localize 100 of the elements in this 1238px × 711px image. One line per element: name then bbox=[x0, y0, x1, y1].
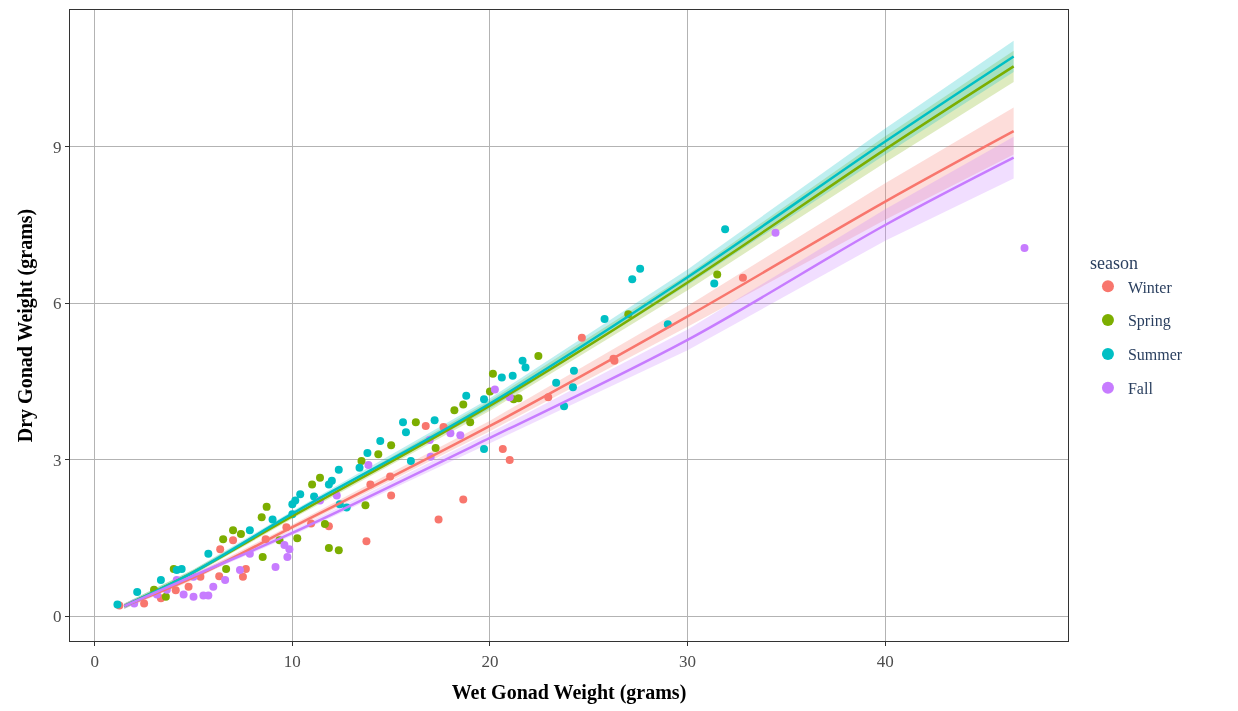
point bbox=[235, 566, 244, 575]
point bbox=[221, 575, 230, 584]
point bbox=[518, 356, 527, 365]
point bbox=[216, 545, 225, 554]
point bbox=[262, 502, 271, 511]
point bbox=[374, 450, 383, 459]
point bbox=[268, 515, 277, 524]
point bbox=[1020, 244, 1029, 252]
y-tick-label: 6 bbox=[53, 294, 62, 314]
y-tick-label: 0 bbox=[53, 607, 62, 627]
point bbox=[355, 463, 364, 472]
x-tick-label: 10 bbox=[283, 651, 301, 671]
point bbox=[229, 536, 238, 545]
point bbox=[600, 314, 609, 323]
point bbox=[245, 526, 254, 535]
point bbox=[324, 544, 333, 553]
point bbox=[421, 421, 430, 430]
point bbox=[357, 456, 366, 465]
point bbox=[229, 526, 238, 535]
point bbox=[140, 599, 149, 608]
point bbox=[219, 535, 228, 544]
point bbox=[480, 395, 489, 404]
point bbox=[401, 428, 410, 437]
point bbox=[189, 592, 198, 601]
point bbox=[280, 540, 289, 549]
point bbox=[459, 495, 468, 504]
point bbox=[514, 394, 523, 403]
point bbox=[308, 480, 317, 489]
point bbox=[133, 587, 142, 596]
point bbox=[257, 513, 266, 522]
y-tick-label: 3 bbox=[53, 450, 62, 470]
point bbox=[179, 590, 188, 599]
point bbox=[177, 564, 186, 573]
point bbox=[713, 270, 722, 279]
point bbox=[434, 515, 443, 524]
x-tick-label: 0 bbox=[90, 651, 99, 671]
point bbox=[721, 225, 730, 234]
point bbox=[577, 333, 586, 342]
point bbox=[171, 586, 180, 595]
point bbox=[362, 537, 371, 546]
point bbox=[376, 437, 385, 446]
point bbox=[534, 352, 543, 361]
point bbox=[258, 552, 267, 561]
point bbox=[222, 564, 231, 573]
point bbox=[459, 400, 468, 409]
point bbox=[431, 443, 440, 452]
point bbox=[480, 444, 489, 453]
point bbox=[236, 530, 245, 539]
point bbox=[387, 441, 396, 450]
point bbox=[320, 520, 329, 529]
point bbox=[521, 363, 530, 372]
point bbox=[628, 275, 637, 284]
point bbox=[450, 406, 459, 415]
point bbox=[238, 572, 247, 581]
point bbox=[462, 391, 471, 400]
point bbox=[361, 501, 370, 510]
point bbox=[324, 480, 333, 489]
point bbox=[411, 418, 420, 427]
legend-label: Summer bbox=[1127, 346, 1183, 364]
point bbox=[156, 575, 165, 584]
point bbox=[497, 373, 506, 382]
point bbox=[334, 465, 343, 474]
point bbox=[161, 592, 170, 601]
point bbox=[293, 534, 302, 543]
point bbox=[315, 473, 324, 482]
point bbox=[738, 273, 747, 282]
point bbox=[184, 582, 193, 591]
y-tick-label: 9 bbox=[53, 137, 62, 157]
x-axis-title: Wet Gonad Weight (grams) bbox=[451, 681, 687, 704]
legend-title: season bbox=[1089, 253, 1138, 274]
point bbox=[204, 549, 213, 558]
point bbox=[387, 491, 396, 500]
point bbox=[363, 449, 372, 458]
point bbox=[710, 279, 719, 288]
point bbox=[334, 546, 343, 555]
legend-label: Winter bbox=[1127, 278, 1173, 296]
point bbox=[488, 369, 497, 378]
point bbox=[288, 500, 297, 509]
point bbox=[568, 383, 577, 392]
point bbox=[271, 562, 280, 571]
point bbox=[209, 582, 218, 591]
point bbox=[399, 418, 407, 427]
point bbox=[498, 444, 507, 453]
point bbox=[364, 461, 373, 470]
point bbox=[310, 492, 319, 501]
point bbox=[636, 264, 645, 273]
point bbox=[456, 431, 465, 440]
point bbox=[430, 416, 439, 425]
point bbox=[490, 385, 499, 394]
point bbox=[552, 378, 561, 387]
point bbox=[771, 228, 780, 237]
point bbox=[406, 456, 415, 465]
legend-label: Fall bbox=[1127, 379, 1154, 397]
point bbox=[569, 366, 578, 375]
legend-label: Spring bbox=[1127, 312, 1171, 331]
point bbox=[283, 552, 292, 561]
x-tick-label: 30 bbox=[679, 651, 697, 671]
y-axis-title: Dry Gonad Weight (grams) bbox=[13, 208, 37, 443]
point bbox=[215, 572, 224, 581]
point bbox=[296, 490, 305, 499]
